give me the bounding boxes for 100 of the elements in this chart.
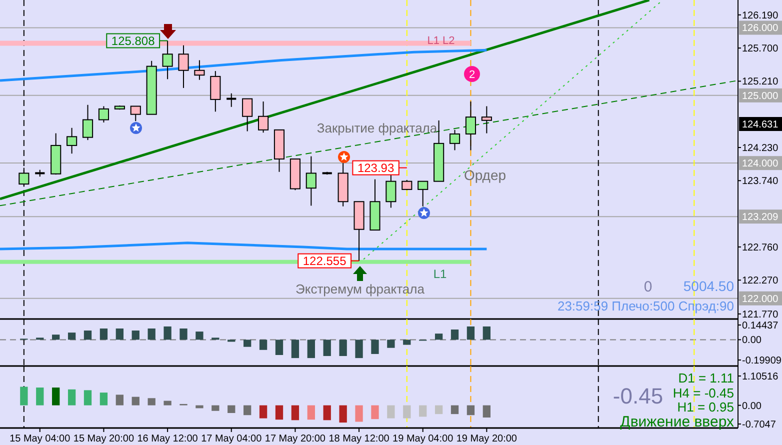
candlestick	[465, 100, 476, 151]
bar	[68, 332, 76, 340]
y-tick-label: -0.19909	[742, 356, 782, 366]
y-tick-label: 0.00	[742, 335, 762, 346]
bar	[259, 405, 268, 418]
y-tick-label: 124.230	[742, 143, 779, 154]
bar	[339, 405, 347, 423]
y-tick-label: 121.770	[742, 309, 779, 320]
y-tick-label: 125.210	[742, 76, 779, 88]
bar	[387, 340, 395, 348]
bar	[228, 405, 236, 413]
circle-badge: 2	[464, 66, 480, 82]
bar	[68, 389, 76, 406]
bar	[148, 328, 156, 340]
annotation: 5004.50	[683, 278, 734, 294]
bar	[36, 388, 44, 406]
bar	[355, 340, 363, 358]
bar	[339, 340, 347, 356]
y-tick-label: 123.740	[742, 176, 779, 188]
candlestick	[18, 167, 30, 188]
annotation: D1 = 1.11	[678, 370, 734, 386]
bar	[387, 405, 395, 418]
annotation: 122.555	[302, 254, 347, 268]
x-tick-label: 19 May 04:00	[392, 434, 454, 444]
bar	[84, 390, 92, 406]
text: 124.631	[742, 120, 779, 130]
y-tick-label: 0.14437	[742, 320, 779, 332]
bar	[482, 326, 491, 340]
candlestick	[66, 127, 78, 154]
bar	[419, 405, 427, 417]
candlestick	[98, 106, 110, 123]
bar	[52, 388, 60, 406]
bar	[100, 328, 108, 340]
candlestick	[194, 60, 205, 80]
bar	[100, 392, 108, 406]
bar	[466, 326, 475, 340]
candlestick	[242, 98, 253, 132]
bar	[52, 334, 60, 340]
bar	[196, 332, 204, 340]
x-tick-label: 15 May 04:00	[10, 434, 71, 444]
annotation: 23:59:59 Плечо:500 Спрэд:90	[557, 298, 734, 314]
annotation: -0.45	[612, 384, 664, 409]
bar	[164, 326, 172, 340]
ref-line-label: 124.000	[742, 158, 779, 170]
bar	[116, 328, 124, 340]
candlestick	[258, 100, 269, 134]
bar	[450, 330, 459, 340]
bar	[307, 340, 315, 358]
bar	[403, 405, 411, 418]
annotation: 2	[468, 68, 476, 81]
y-tick-label: -0.7047	[742, 420, 776, 430]
bar	[323, 405, 331, 420]
bar	[244, 340, 252, 347]
bar	[434, 334, 443, 340]
ref-line-label: 123.209	[742, 212, 779, 224]
bar	[212, 405, 220, 411]
bar	[291, 340, 300, 358]
bar	[403, 340, 411, 345]
annotation: L1	[433, 267, 447, 282]
candlestick	[226, 92, 238, 108]
bar	[307, 405, 315, 420]
bar	[196, 405, 204, 408]
bar	[291, 405, 300, 420]
candlestick	[210, 70, 221, 112]
annotation: 125.808	[111, 34, 156, 48]
bar	[450, 405, 459, 414]
bar	[84, 330, 92, 340]
ref-line-label: 125.000	[742, 90, 779, 102]
annotation: Экстремум фрактала	[296, 282, 426, 297]
candlestick	[449, 129, 460, 151]
bar	[164, 400, 172, 406]
y-tick-label: 125.700	[742, 44, 779, 55]
candlestick	[130, 106, 141, 122]
x-tick-label: 16 May 12:00	[137, 434, 198, 444]
bar	[466, 405, 475, 416]
y-tick-label: 122.760	[742, 242, 779, 254]
annotation: 123.93	[357, 160, 394, 175]
annotation: L1 L2	[427, 34, 455, 47]
bar	[482, 405, 491, 418]
y-tick-label: 1.10516	[742, 372, 779, 382]
bar	[20, 386, 28, 406]
y-tick-label: 0.00	[742, 400, 762, 412]
bar	[244, 405, 252, 416]
candlestick	[386, 172, 396, 208]
annotation: Ордер	[464, 166, 506, 183]
x-tick-label: 15 May 20:00	[73, 434, 134, 444]
annotation: 0	[644, 278, 652, 296]
bar	[275, 340, 284, 355]
bar	[148, 398, 156, 406]
x-tick-label: 17 May 20:00	[264, 434, 326, 444]
bar	[323, 340, 331, 356]
bar	[275, 405, 284, 420]
x-tick-label: 18 May 12:00	[328, 434, 390, 444]
candlestick	[82, 104, 94, 141]
ref-line-label: 126.000	[742, 23, 779, 34]
candlestick	[418, 180, 428, 207]
y-tick-label: 122.270	[742, 276, 779, 287]
bar	[132, 396, 140, 406]
annotation: H1 = 0.95	[677, 400, 734, 415]
bar	[371, 405, 379, 420]
